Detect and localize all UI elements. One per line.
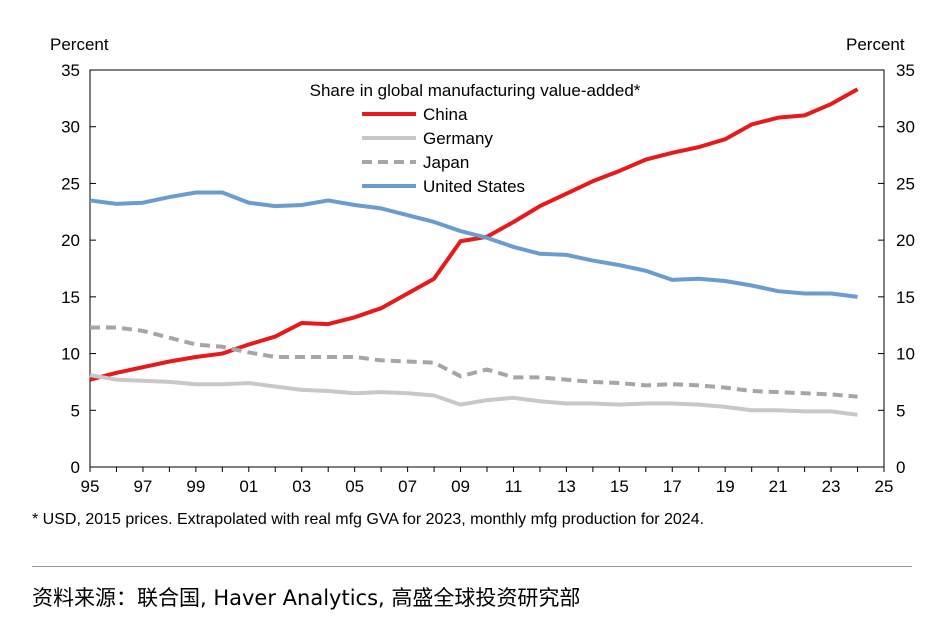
legend-label: Japan — [423, 153, 469, 172]
y-tick-label-right: 15 — [896, 288, 915, 307]
y-tick-label-left: 30 — [61, 118, 80, 137]
series-line-united-states — [89, 190, 858, 299]
x-tick-label: 15 — [610, 477, 629, 496]
x-tick-label: 25 — [875, 477, 894, 496]
x-tick-label: 95 — [81, 477, 100, 496]
x-tick-label: 05 — [345, 477, 364, 496]
y-tick-label-left: 25 — [61, 174, 80, 193]
chart-title: Share in global manufacturing value-adde… — [310, 81, 641, 100]
divider — [32, 566, 912, 567]
x-tick-label: 19 — [716, 477, 735, 496]
x-tick-label: 07 — [398, 477, 417, 496]
x-tick-label: 21 — [769, 477, 788, 496]
y-tick-label-right: 10 — [896, 345, 915, 364]
y-tick-label-right: 35 — [896, 61, 915, 80]
y-tick-label-right: 5 — [896, 401, 905, 420]
x-tick-label: 01 — [239, 477, 258, 496]
x-tick-label: 09 — [451, 477, 470, 496]
x-tick-label: 97 — [133, 477, 152, 496]
y-tick-label-left: 35 — [61, 61, 80, 80]
y-tick-label-right: 25 — [896, 174, 915, 193]
footnote: * USD, 2015 prices. Extrapolated with re… — [32, 511, 705, 528]
y-tick-label-left: 10 — [61, 345, 80, 364]
series-line-japan — [90, 325, 858, 399]
legend-label: United States — [423, 177, 525, 196]
y-tick-label-right: 30 — [896, 118, 915, 137]
y-tick-label-left: 5 — [71, 401, 80, 420]
y-tick-label-left: 20 — [61, 231, 80, 250]
series-line-china — [89, 87, 859, 382]
series-line-germany — [89, 373, 858, 417]
x-tick-label: 13 — [557, 477, 576, 496]
y-tick-label-right: 0 — [896, 458, 905, 477]
x-tick-label: 23 — [822, 477, 841, 496]
legend-label: Germany — [423, 129, 493, 148]
x-tick-label: 99 — [186, 477, 205, 496]
y-tick-label-left: 0 — [71, 458, 80, 477]
y-tick-label-left: 15 — [61, 288, 80, 307]
legend-label: China — [423, 105, 468, 124]
source-note: 资料来源：联合国, Haver Analytics, 高盛全球投资研究部 — [32, 586, 581, 610]
y-axis-label-right: Percent — [846, 35, 905, 54]
x-tick-label: 17 — [663, 477, 682, 496]
x-tick-label: 03 — [292, 477, 311, 496]
y-axis-label-left: Percent — [50, 35, 109, 54]
y-tick-label-right: 20 — [896, 231, 915, 250]
x-tick-label: 11 — [505, 477, 523, 496]
